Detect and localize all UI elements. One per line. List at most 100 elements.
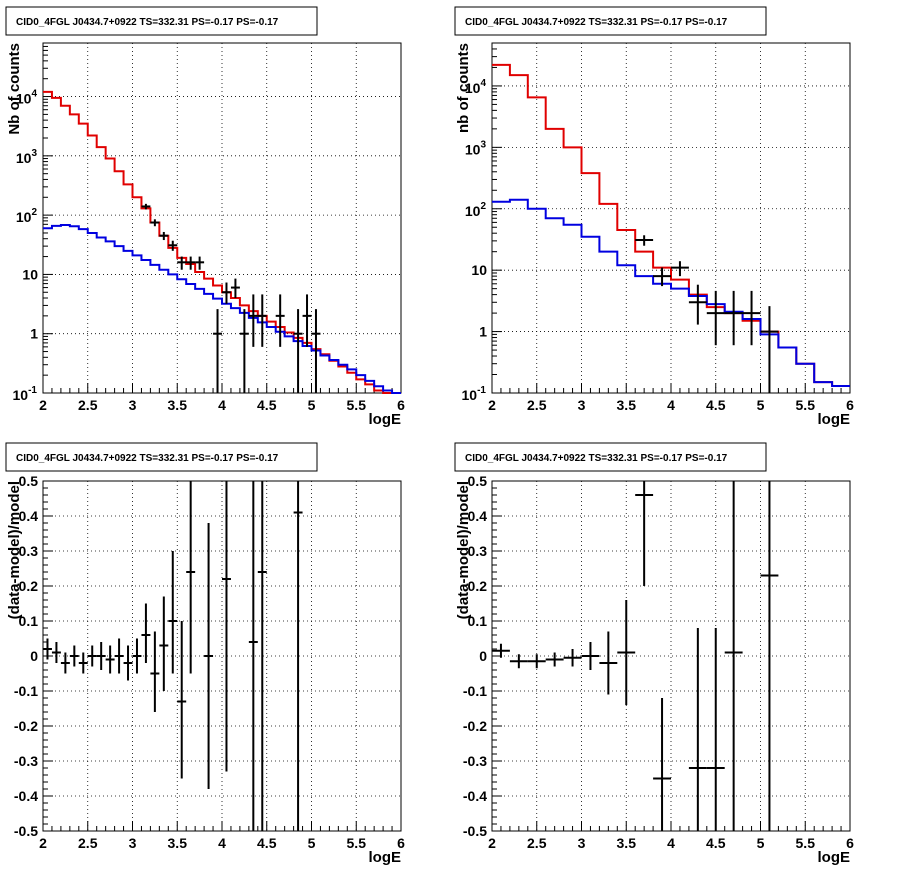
data-point	[105, 645, 115, 674]
y-tick-label: 102	[465, 201, 487, 219]
data-point	[760, 481, 779, 831]
data-point	[742, 290, 761, 346]
data-point	[230, 278, 240, 299]
x-tick-label: 2	[488, 835, 496, 851]
y-tick-label: 10	[22, 266, 38, 282]
y-tick-label: 104	[16, 89, 38, 107]
x-tick-label: 4.5	[257, 397, 277, 413]
x-tick-label: 4	[667, 397, 675, 413]
data-point	[78, 652, 88, 674]
y-tick-label: 0.2	[19, 578, 39, 594]
data-point	[302, 294, 312, 347]
x-tick-label: 2	[488, 397, 496, 413]
series-blue-line	[43, 224, 401, 394]
data-point	[222, 282, 231, 304]
x-tick-label: 3.5	[168, 835, 188, 851]
data-point	[257, 294, 267, 347]
data-point	[688, 284, 707, 325]
x-tick-label: 4.5	[706, 397, 726, 413]
y-tick-label: 0.2	[468, 578, 488, 594]
data-point	[545, 652, 564, 667]
data-point	[51, 642, 61, 663]
data-point	[132, 638, 142, 674]
plot-3: CID0_4FGL J0434.7+0922 TS=332.31 PS=-0.1…	[5, 442, 405, 866]
y-tick-label: -0.3	[14, 753, 38, 769]
data-point	[617, 600, 636, 705]
data-point	[706, 628, 725, 831]
data-point	[123, 645, 133, 681]
data-point	[509, 654, 528, 669]
plot-title: CID0_4FGL J0434.7+0922 TS=332.31 PS=-0.1…	[465, 453, 728, 464]
x-tick-label: 3.5	[617, 835, 637, 851]
data-point	[492, 643, 510, 658]
y-tick-label: 103	[16, 148, 38, 166]
x-tick-label: 2	[39, 835, 47, 851]
data-point	[653, 267, 671, 287]
series-red-line	[492, 63, 850, 388]
data-point	[635, 235, 654, 246]
plot-1: CID0_4FGL J0434.7+0922 TS=332.31 PS=-0.1…	[5, 6, 405, 428]
x-tick-label: 2	[39, 397, 47, 413]
data-point	[248, 481, 258, 831]
y-tick-label: 1	[30, 326, 38, 342]
y-tick-label: 0.5	[19, 473, 39, 489]
data-point	[114, 638, 124, 674]
y-axis-title: Nb of counts	[6, 43, 23, 135]
data-point	[150, 219, 160, 227]
y-tick-label: -0.2	[463, 718, 487, 734]
data-point	[69, 645, 79, 667]
y-tick-label: 10	[471, 262, 487, 278]
x-tick-label: 5	[757, 397, 765, 413]
x-tick-label: 3	[129, 397, 137, 413]
x-tick-label: 2.5	[527, 835, 547, 851]
plot-title: CID0_4FGL J0434.7+0922 TS=332.31 PS=-0.1…	[16, 453, 279, 464]
data-point	[159, 231, 169, 241]
data-point	[688, 628, 707, 831]
data-point	[87, 645, 97, 667]
data-point	[706, 290, 725, 346]
y-tick-label: 104	[465, 78, 487, 96]
y-tick-label: 0	[479, 648, 487, 664]
x-tick-label: 6	[846, 397, 854, 413]
x-tick-label: 5	[308, 397, 316, 413]
data-point	[204, 523, 214, 789]
title-box	[454, 442, 767, 472]
data-point	[760, 306, 779, 393]
y-tick-label: 10-1	[462, 385, 487, 403]
data-point	[671, 261, 689, 277]
y-tick-label: 10-1	[13, 385, 38, 403]
y-tick-label: 0.3	[19, 543, 39, 559]
grid	[43, 43, 401, 393]
plot-title: CID0_4FGL J0434.7+0922 TS=332.31 PS=-0.1…	[16, 17, 279, 28]
y-tick-label: -0.3	[463, 753, 487, 769]
title-box	[5, 442, 318, 472]
x-tick-label: 6	[397, 835, 405, 851]
data-point	[186, 481, 196, 674]
title-box	[454, 6, 767, 36]
data-point	[581, 642, 600, 670]
x-tick-label: 5.5	[347, 397, 367, 413]
y-tick-label: 0.4	[19, 508, 39, 524]
data-point	[527, 654, 546, 669]
x-tick-label: 5.5	[796, 835, 816, 851]
x-tick-label: 3	[578, 397, 586, 413]
data-point	[635, 481, 654, 586]
y-tick-label: -0.1	[14, 683, 38, 699]
y-tick-label: -0.5	[463, 823, 487, 839]
data-point	[599, 631, 618, 695]
y-tick-label: -0.4	[14, 788, 38, 804]
data-point	[222, 481, 231, 772]
y-axis-title: (data-model)/model	[6, 481, 23, 619]
x-tick-label: 4	[667, 835, 675, 851]
data-point	[141, 203, 151, 210]
data-point	[177, 621, 187, 779]
data-point	[724, 290, 743, 346]
x-axis-title: logE	[818, 411, 851, 428]
x-axis-title: logE	[369, 411, 402, 428]
y-tick-label: 102	[16, 207, 38, 225]
x-tick-label: 5	[308, 835, 316, 851]
title-box	[5, 6, 318, 36]
data-point	[96, 642, 106, 670]
data-point	[293, 481, 303, 831]
y-tick-label: 0.3	[468, 543, 488, 559]
